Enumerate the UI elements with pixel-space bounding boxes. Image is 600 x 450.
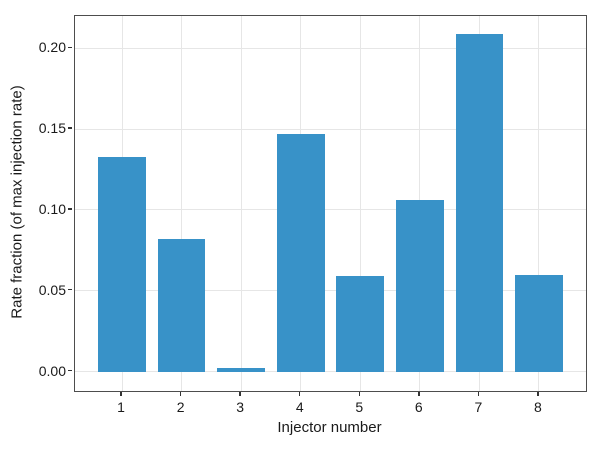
x-gridline [359,16,361,391]
x-tick-mark [418,392,420,396]
y-gridline [75,128,586,130]
y-gridline [75,47,586,49]
x-tick-label: 6 [414,399,423,415]
y-tick-mark [68,208,72,210]
x-tick-mark [239,392,241,396]
plot-inner [75,16,586,391]
bar-injector-1 [98,156,146,372]
x-tick-mark [120,392,122,396]
x-tick-mark [537,392,539,396]
y-tick-label: 0.10 [38,200,66,217]
x-tick-label: 1 [117,399,125,415]
y-tick-label: 0.05 [38,281,66,298]
x-tick-mark [299,392,301,396]
bar-injector-5 [336,276,385,372]
bar-injector-7 [455,33,504,372]
y-gridline [75,209,586,211]
y-tick-mark [68,369,72,372]
x-tick-label: 3 [236,399,245,415]
y-tick-label: 0.15 [38,120,66,137]
bar-injector-6 [396,200,444,372]
bar-injector-8 [515,274,563,372]
x-tick-label: 8 [534,399,542,415]
y-tick-mark [68,46,72,49]
y-tick-label: 0.20 [38,39,66,56]
y-tick-mark [68,127,72,129]
y-gridline [75,290,586,292]
x-gridline [538,16,540,391]
bar-injector-3 [217,368,265,372]
x-tick-label: 4 [295,399,304,415]
x-tick-label: 5 [355,399,364,415]
y-gridline [75,371,586,373]
y-tick-label: 0.00 [38,362,66,379]
x-tick-mark [358,392,360,396]
x-tick-mark [179,392,182,396]
plot-area [74,15,587,392]
x-gridline [181,16,183,391]
bar-injector-4 [276,133,325,372]
x-tick-label: 7 [474,399,483,415]
x-tick-mark [477,392,480,396]
y-tick-mark [68,289,72,291]
bar-injector-2 [157,239,206,372]
x-tick-label: 2 [176,399,185,415]
x-gridline [240,16,242,391]
x-axis-label: Injector number [277,419,382,436]
